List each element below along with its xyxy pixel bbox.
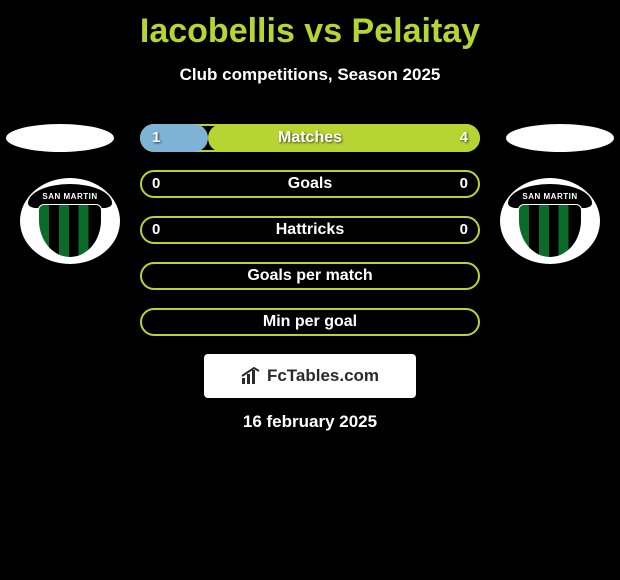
- stat-label: Min per goal: [140, 308, 480, 336]
- team-right-badge: SAN MARTIN: [500, 178, 600, 264]
- team-left-badge: SAN MARTIN: [20, 178, 120, 264]
- stat-label: Goals per match: [140, 262, 480, 290]
- stat-row: Goals0 0: [140, 170, 480, 198]
- stat-row: Goals per match: [140, 262, 480, 290]
- chart-icon: [241, 366, 261, 386]
- stat-right-value: 0: [460, 216, 468, 244]
- footer-date: 16 february 2025: [0, 412, 620, 432]
- team-left-ellipse: [6, 124, 114, 152]
- page-subtitle: Club competitions, Season 2025: [0, 65, 620, 85]
- stat-label: Hattricks: [140, 216, 480, 244]
- stat-left-value: 1: [152, 124, 160, 152]
- logo-text: FcTables.com: [267, 366, 379, 386]
- fctables-logo: FcTables.com: [204, 354, 416, 398]
- stat-area: Matches14Goals00Hattricks00Goals per mat…: [140, 124, 480, 354]
- stat-left-value: 0: [152, 216, 160, 244]
- stat-label: Matches: [140, 124, 480, 152]
- page-title: Iacobellis vs Pelaitay: [0, 0, 620, 51]
- badge-circle: SAN MARTIN: [500, 178, 600, 264]
- team-right-ellipse: [506, 124, 614, 152]
- stat-row: Matches1 4: [140, 124, 480, 152]
- badge-shield-icon: [518, 204, 582, 258]
- badge-band-text: SAN MARTIN: [42, 192, 97, 201]
- stat-row: Min per goal: [140, 308, 480, 336]
- stat-right-value: 4: [460, 124, 468, 152]
- badge-shield-icon: [38, 204, 102, 258]
- stat-label: Goals: [140, 170, 480, 198]
- badge-circle: SAN MARTIN: [20, 178, 120, 264]
- stat-row: Hattricks0 0: [140, 216, 480, 244]
- stat-right-value: 0: [460, 170, 468, 198]
- stat-left-value: 0: [152, 170, 160, 198]
- badge-band-text: SAN MARTIN: [522, 192, 577, 201]
